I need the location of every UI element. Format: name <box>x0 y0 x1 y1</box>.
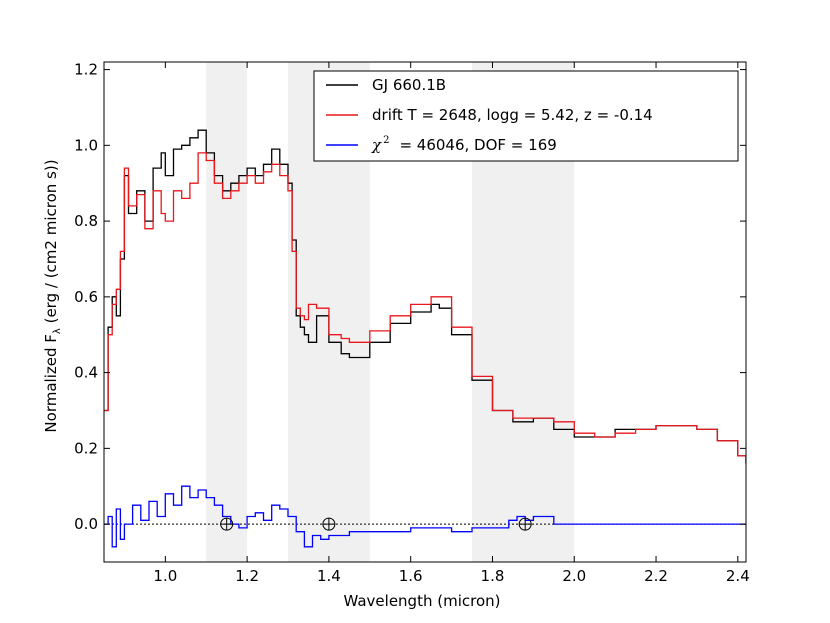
x-tick-label: 1.4 <box>317 567 341 585</box>
legend-label-chi2: χ 2 = 46046, DOF = 169 <box>371 135 557 154</box>
y-axis-label: Normalized Fλ (erg / (cm2 micron s)) <box>42 159 63 432</box>
series-line-1 <box>104 152 746 464</box>
y-tick-label: 0.4 <box>74 364 98 382</box>
y-tick-label: 1.2 <box>74 61 98 79</box>
legend-label-gj660: GJ 660.1B <box>372 76 446 94</box>
y-tick-label: 0.8 <box>74 212 98 230</box>
series-line-2 <box>104 485 746 548</box>
legend: GJ 660.1B drift T = 2648, logg = 5.42, z… <box>313 70 739 162</box>
x-tick-label: 1.2 <box>235 567 259 585</box>
y-tick-label: 0.2 <box>74 439 98 457</box>
shaded-band <box>206 62 248 562</box>
legend-chi-superscript: 2 <box>383 135 389 146</box>
legend-chi-symbol: χ <box>371 136 382 154</box>
y-tick-label: 1.0 <box>74 136 98 154</box>
x-tick-label: 2.0 <box>562 567 586 585</box>
y-axis-label-subscript: λ <box>52 328 63 334</box>
y-tick-label: 0.0 <box>74 515 98 533</box>
x-axis-ticks: 1.0 1.2 1.4 1.6 1.8 2.0 2.2 2.4 <box>153 62 750 585</box>
legend-chi-text: = 46046, DOF = 169 <box>399 136 556 154</box>
x-tick-label: 1.0 <box>153 567 177 585</box>
x-tick-label: 1.6 <box>399 567 423 585</box>
y-axis-label-main: Normalized F <box>42 334 60 432</box>
legend-box <box>313 70 739 162</box>
x-axis-label: Wavelength (micron) <box>343 592 500 610</box>
y-axis-ticks: 0.0 0.2 0.4 0.6 0.8 1.0 1.2 <box>74 61 746 533</box>
y-axis-label-units: (erg / (cm2 micron s)) <box>42 159 60 328</box>
x-tick-label: 2.4 <box>726 567 750 585</box>
earth-symbol-marker <box>220 517 234 531</box>
plot-frame <box>103 61 747 563</box>
x-tick-label: 2.2 <box>644 567 668 585</box>
y-tick-label: 0.6 <box>74 288 98 306</box>
telluric-markers <box>220 517 532 531</box>
earth-symbol-marker <box>322 517 336 531</box>
earth-symbol-marker <box>518 517 532 531</box>
legend-label-drift: drift T = 2648, logg = 5.42, z = -0.14 <box>372 106 653 124</box>
series-layer <box>104 129 746 548</box>
x-tick-label: 1.8 <box>481 567 505 585</box>
